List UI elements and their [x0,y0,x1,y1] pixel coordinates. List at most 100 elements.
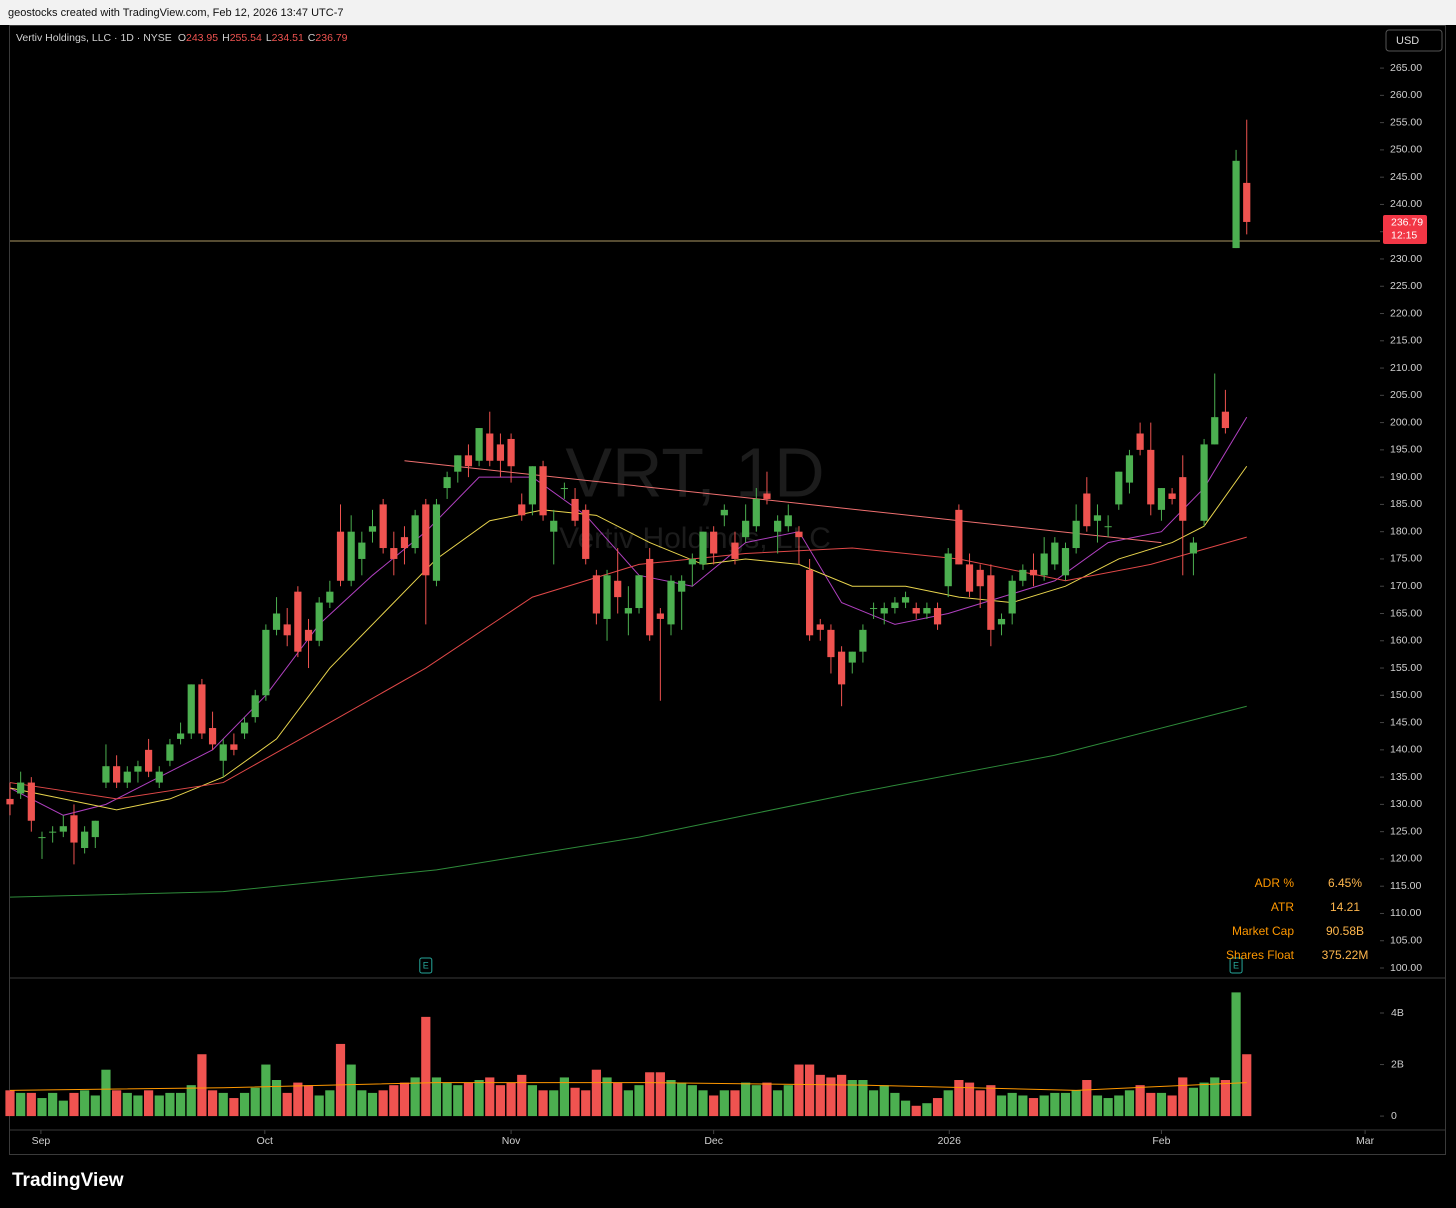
candle-body [784,515,792,527]
y-tick-label: 250.00 [1390,144,1422,156]
volume-bar [1156,1092,1167,1117]
candle-body [496,444,505,461]
y-tick-label: 155.00 [1390,662,1422,674]
candle-body [454,455,462,472]
volume-bar [815,1074,825,1117]
currency: USD [1396,35,1419,47]
y-tick-label: 180.00 [1390,525,1422,537]
candle-body [262,629,270,696]
volume-bar [175,1092,186,1117]
candle-body [816,624,824,630]
volume-bar [1071,1090,1081,1117]
candle-body [795,531,803,538]
volume-bar [1135,1085,1145,1117]
y-tick-label: 260.00 [1390,89,1422,101]
volume-bar [293,1082,303,1117]
candle-body [1221,411,1230,429]
stat-value: 6.45% [1328,876,1362,890]
candle-body [251,695,259,718]
l-label: L [266,32,272,44]
candle-body [144,749,153,772]
volume-bar [538,1090,548,1117]
candle-body [1157,488,1166,510]
candle-body [699,531,707,565]
o-value: 243.95 [186,32,218,44]
v-tick-label: 4B [1391,1007,1404,1019]
y-tick-label: 110.00 [1390,907,1421,919]
volume-bar [570,1087,580,1117]
volume-bar [1242,1054,1252,1117]
candle-body [667,580,675,625]
y-tick-label: 210.00 [1390,362,1422,374]
candle-body [304,629,313,641]
candle-body [91,820,99,838]
volume-bar [1124,1090,1135,1117]
volume-bar [80,1090,90,1117]
volume-bar [794,1064,804,1117]
y-tick-label: 105.00 [1390,935,1422,947]
candle-body [1115,471,1123,505]
chart-frame [9,25,1446,1155]
volume-bar [346,1064,356,1117]
volume-bar [101,1069,111,1117]
currency-button[interactable] [1385,29,1443,52]
y-tick-label: 190.00 [1390,471,1422,483]
y-tick-label: 220.00 [1390,307,1422,319]
y-tick-label: 145.00 [1390,716,1422,728]
candle-body [1051,542,1059,565]
volume-bar [165,1092,175,1117]
moving-average [9,416,1248,816]
y-tick-label: 135.00 [1390,771,1422,783]
y-tick-label: 215.00 [1390,335,1422,347]
candle-body [17,782,25,794]
y-tick-label: 115.00 [1390,880,1421,892]
volume-bar [826,1077,836,1117]
volume-bar [1039,1095,1049,1117]
volume-bar [517,1074,527,1117]
candle-body [1211,417,1219,445]
volume-bar [911,1105,921,1117]
volume-bar [1007,1092,1017,1117]
candle-body [582,509,590,559]
countdown: 12:15 [1391,230,1417,242]
candle-body [1179,477,1187,521]
candle-body [1104,526,1112,528]
volume-bar [836,1074,847,1117]
y-tick-label: 140.00 [1390,744,1422,756]
volume-bar [1092,1095,1103,1117]
volume-bar [954,1080,964,1117]
volume-bar [709,1095,719,1117]
volume-bar [26,1092,36,1117]
volume-bar [655,1072,665,1117]
candle-body [272,613,281,630]
candle-body [1029,569,1038,576]
candle-body [1072,520,1080,549]
last-price-box [1383,214,1427,244]
volume-bar [805,1064,815,1117]
candle-body [1200,444,1208,521]
candle-body [592,575,600,614]
volume-bar [282,1092,292,1117]
candle-body [806,569,814,636]
y-tick-label: 185.00 [1390,498,1422,510]
candle-body [731,542,739,559]
volume-bar [1114,1095,1124,1117]
candle-body [155,771,163,783]
candle-body [368,526,377,532]
volume-bar [549,1090,559,1117]
x-tick-label: Oct [257,1135,273,1147]
volume-bar [485,1077,495,1117]
volume-bar [1167,1095,1177,1117]
y-tick-label: 160.00 [1390,635,1422,647]
candle-body [113,766,121,783]
candle-body [987,575,995,630]
volume-bar [1178,1077,1188,1117]
candle-body [688,558,696,565]
candle-body [539,466,547,516]
candle-body [1136,433,1144,450]
y-tick-label: 150.00 [1390,689,1422,701]
volume-bar [645,1072,655,1117]
candle-body [518,504,526,516]
candle-body [774,520,782,532]
volume-bar [1082,1080,1092,1117]
